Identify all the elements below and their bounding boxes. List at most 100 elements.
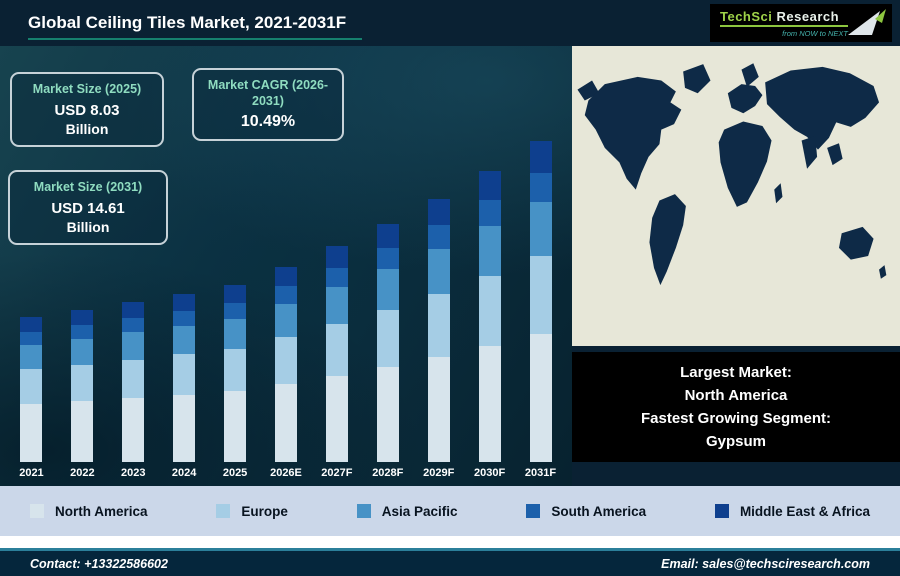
bar-segment: [376, 309, 399, 367]
stacked-bar: [376, 223, 399, 462]
legend-label: Middle East & Africa: [739, 503, 870, 519]
stacked-bar: [478, 171, 501, 462]
x-axis-label: 2031F: [524, 467, 557, 479]
x-axis-label: 2023: [121, 467, 146, 479]
legend-swatch: [714, 504, 729, 518]
bar-segment: [376, 247, 399, 270]
bar-segment: [173, 293, 196, 311]
bar-slot: 2023: [108, 141, 159, 482]
bar-segment: [20, 403, 43, 462]
gap-strip: [0, 536, 900, 548]
stacked-bar: [122, 301, 145, 462]
legend-label: South America: [551, 503, 647, 519]
bar-segment: [478, 275, 501, 346]
bar-segment: [529, 172, 552, 202]
market-size-2025-label: Market Size (2025): [32, 82, 142, 96]
world-map: [572, 46, 900, 346]
legend-item-south-america: South America: [526, 504, 646, 519]
bar-segment: [325, 375, 348, 462]
legend-item-middle-east-africa: Middle East & Africa: [714, 503, 870, 519]
stacked-bar: [20, 317, 43, 462]
right-panel: Largest Market: North America Fastest Gr…: [572, 46, 900, 486]
legend-swatch: [356, 504, 371, 518]
bar-slot: 2024: [159, 141, 210, 482]
bar-segment: [376, 223, 399, 248]
bar-segment: [478, 171, 501, 201]
bar-segment: [71, 338, 94, 365]
x-axis-label: 2026E: [270, 467, 302, 479]
x-axis-label: 2028F: [372, 467, 404, 479]
legend-label: North America: [55, 503, 148, 519]
footer-contact: Contact: +13322586602: [30, 556, 168, 571]
bar-segment: [325, 324, 348, 376]
stacked-bar: [274, 266, 297, 462]
bar-segment: [224, 391, 247, 462]
bar-chart: 2021 2022 2023 2024 2025 2026E 2027F 2028F 2029F…: [6, 140, 566, 482]
bar-segment: [427, 248, 450, 294]
bar-segment: [529, 333, 552, 462]
bar-segment: [325, 287, 348, 325]
bar-slot: 2027F: [311, 141, 362, 482]
page-title: Global Ceiling Tiles Market, 2021-2031F: [28, 7, 363, 40]
chart-panel: Market Size (2025) USD 8.03 Billion Mark…: [0, 46, 572, 486]
bar-segment: [71, 401, 94, 462]
bar-segment: [376, 269, 399, 310]
bar-segment: [274, 383, 297, 462]
bar-segment: [376, 366, 399, 462]
bar-segment: [427, 198, 450, 226]
market-cagr-value: 10.49%: [240, 113, 296, 131]
logo-brand-part1: TechSci: [720, 9, 773, 24]
bar-segment: [325, 268, 348, 288]
legend-swatch: [216, 504, 231, 518]
bar-segment: [20, 331, 43, 345]
bar-segment: [224, 303, 247, 319]
logo-arrow-icon: [848, 9, 886, 35]
x-axis-label: 2025: [222, 467, 248, 479]
bar-segment: [122, 398, 145, 462]
bar-segment: [71, 325, 94, 339]
logo-brand-part2: Research: [776, 9, 840, 24]
world-map-graphic: [572, 46, 900, 346]
legend-swatch: [30, 504, 44, 518]
footer-email: Email: sales@techsciresearch.com: [661, 556, 870, 571]
bar-segment: [478, 200, 501, 227]
bar-segment: [478, 226, 501, 276]
bar-segment: [122, 317, 145, 333]
bar-segment: [274, 303, 297, 338]
market-size-2031-value: USD 14.61: [51, 199, 125, 217]
bar-slot: 2031F: [515, 140, 566, 482]
main-content: Market Size (2025) USD 8.03 Billion Mark…: [0, 46, 900, 486]
bar-segment: [529, 256, 552, 334]
stacked-bar: [224, 285, 247, 462]
fastest-segment-label: Fastest Growing Segment:: [640, 410, 832, 427]
bar-segment: [122, 332, 145, 360]
legend-item-asia-pacific: Asia Pacific: [356, 504, 458, 519]
bar-segment: [173, 325, 196, 355]
stacked-bar: [427, 198, 450, 462]
x-axis-label: 2022: [70, 467, 95, 479]
stacked-bar: [71, 309, 94, 462]
x-axis-label: 2030F: [474, 467, 506, 479]
bar-segment: [122, 359, 145, 398]
market-size-2025-unit: Billion: [65, 120, 109, 137]
bar-slot: 2030F: [464, 141, 515, 482]
bar-segment: [274, 266, 297, 287]
bar-segment: [325, 246, 348, 269]
x-axis-label: 2027F: [321, 467, 353, 479]
footer: Contact: +13322586602 Email: sales@techs…: [0, 548, 900, 576]
bar-segment: [224, 348, 247, 392]
bar-slot: 2022: [57, 141, 108, 482]
bar-segment: [224, 318, 247, 349]
market-cagr-label: Market CAGR (2026-2031): [207, 78, 329, 108]
bar-slot: 2021: [6, 141, 57, 482]
market-size-2031-unit: Billion: [66, 218, 110, 235]
legend-swatch: [526, 504, 541, 518]
header: Global Ceiling Tiles Market, 2021-2031F …: [0, 0, 900, 46]
bar-slot: 2026E: [261, 141, 312, 482]
bar-segment: [71, 309, 94, 326]
bar-segment: [274, 286, 297, 304]
bar-segment: [529, 140, 552, 173]
legend-item-europe: Europe: [216, 504, 288, 519]
bar-segment: [529, 201, 552, 257]
